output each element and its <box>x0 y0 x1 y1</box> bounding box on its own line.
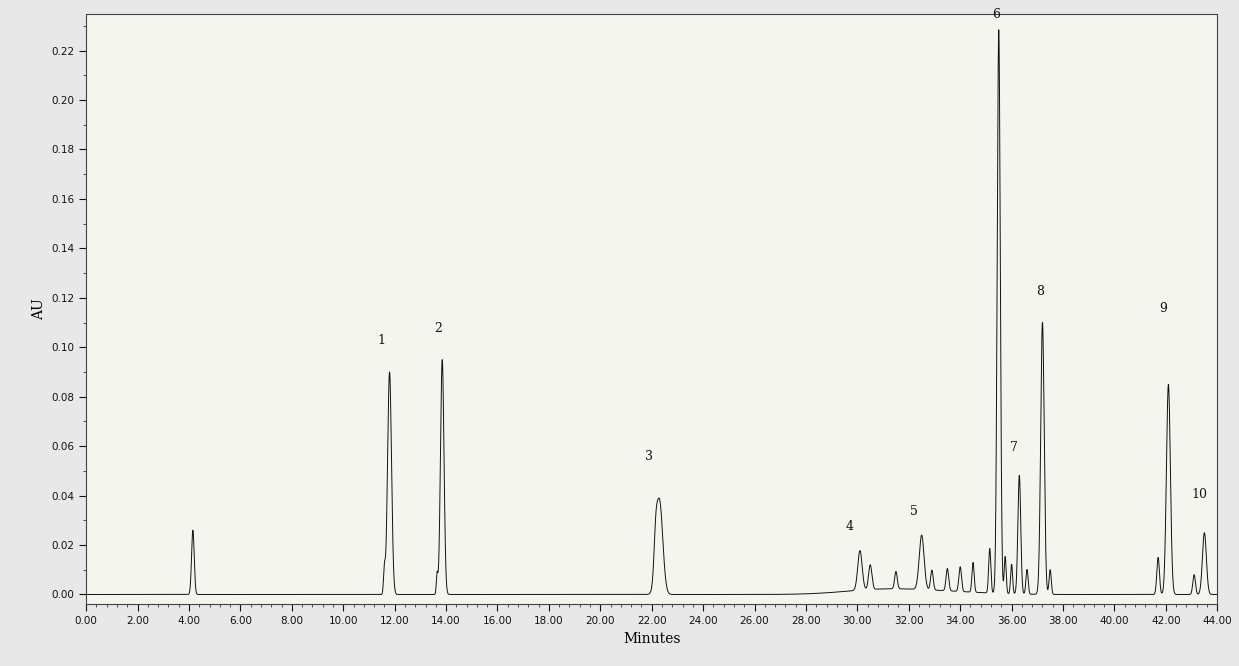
Text: 9: 9 <box>1160 302 1167 315</box>
Text: 8: 8 <box>1036 285 1044 298</box>
Text: 2: 2 <box>435 322 442 335</box>
Text: 6: 6 <box>992 8 1000 21</box>
X-axis label: Minutes: Minutes <box>623 632 680 646</box>
Text: 7: 7 <box>1010 441 1018 454</box>
Y-axis label: AU: AU <box>32 298 46 320</box>
Text: 4: 4 <box>846 519 854 533</box>
Text: 10: 10 <box>1191 488 1207 501</box>
Text: 1: 1 <box>378 334 385 347</box>
Text: 5: 5 <box>909 505 918 518</box>
Text: 3: 3 <box>646 450 653 464</box>
